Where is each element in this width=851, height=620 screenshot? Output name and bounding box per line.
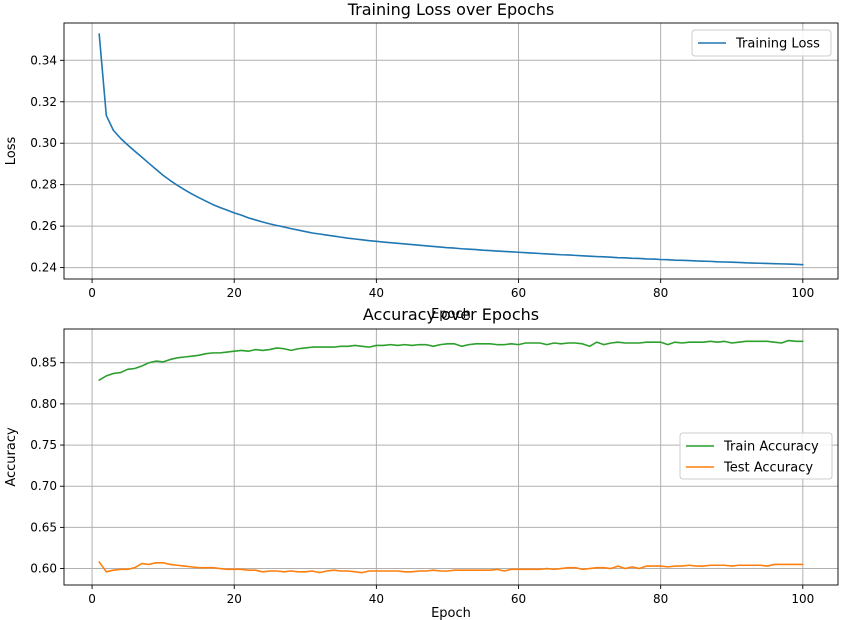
y-tick-label: 0.34	[30, 53, 57, 67]
legend-label: Train Accuracy	[723, 440, 819, 455]
y-tick-label: 0.24	[30, 261, 57, 275]
x-tick-label: 20	[227, 286, 242, 300]
y-tick-label: 0.60	[30, 562, 57, 576]
chart-title: Training Loss over Epochs	[347, 0, 555, 19]
y-tick-label: 0.70	[30, 479, 57, 493]
plot-frame	[63, 22, 839, 280]
y-tick-label: 0.28	[30, 178, 57, 192]
x-tick-label: 80	[653, 286, 668, 300]
x-tick-label: 40	[369, 286, 384, 300]
legend-label: Training Loss	[735, 37, 820, 52]
y-tick-label: 0.80	[30, 397, 57, 411]
y-tick-label: 0.30	[30, 136, 57, 150]
y-tick-label: 0.65	[30, 520, 57, 534]
chart-1: 0 20 40 60 80 100 0.24 0.26 0.28 0.30 0.32 0.34 Trai…	[4, 0, 839, 322]
x-tick-label: 0	[88, 592, 96, 606]
x-tick-label: 60	[511, 286, 526, 300]
x-tick-label: 80	[653, 592, 668, 606]
legend: Train Accuracy Test Accuracy	[679, 432, 833, 480]
series-line-training-loss	[98, 33, 804, 266]
chart-title: Accuracy over Epochs	[363, 305, 539, 324]
y-tick-label: 0.75	[30, 438, 57, 452]
legend-box	[691, 29, 832, 57]
x-axis-label: Epoch	[431, 307, 471, 322]
x-tick-label: 40	[369, 592, 384, 606]
y-axis-label: Accuracy	[4, 427, 19, 487]
y-tick-label: 0.26	[30, 219, 57, 233]
y-tick-label: 0.32	[30, 95, 57, 109]
plot-frame	[63, 328, 839, 586]
y-tick-label: 0.85	[30, 356, 57, 370]
legend-box	[679, 432, 833, 480]
series-line-test-accuracy	[98, 561, 804, 574]
legend: Training Loss	[691, 29, 832, 57]
x-tick-label: 0	[88, 286, 96, 300]
y-axis-label: Loss	[4, 137, 19, 166]
x-tick-label: 20	[227, 592, 242, 606]
x-axis-label: Epoch	[431, 606, 471, 620]
series-line-train-accuracy	[98, 339, 804, 381]
legend-label: Test Accuracy	[723, 461, 813, 476]
chart-2: 0 20 40 60 80 100 0.60 0.65 0.70 0.75 0.80 0.85 Accu…	[4, 305, 839, 620]
x-tick-label: 100	[791, 592, 814, 606]
x-tick-label: 60	[511, 592, 526, 606]
x-tick-label: 100	[791, 286, 814, 300]
